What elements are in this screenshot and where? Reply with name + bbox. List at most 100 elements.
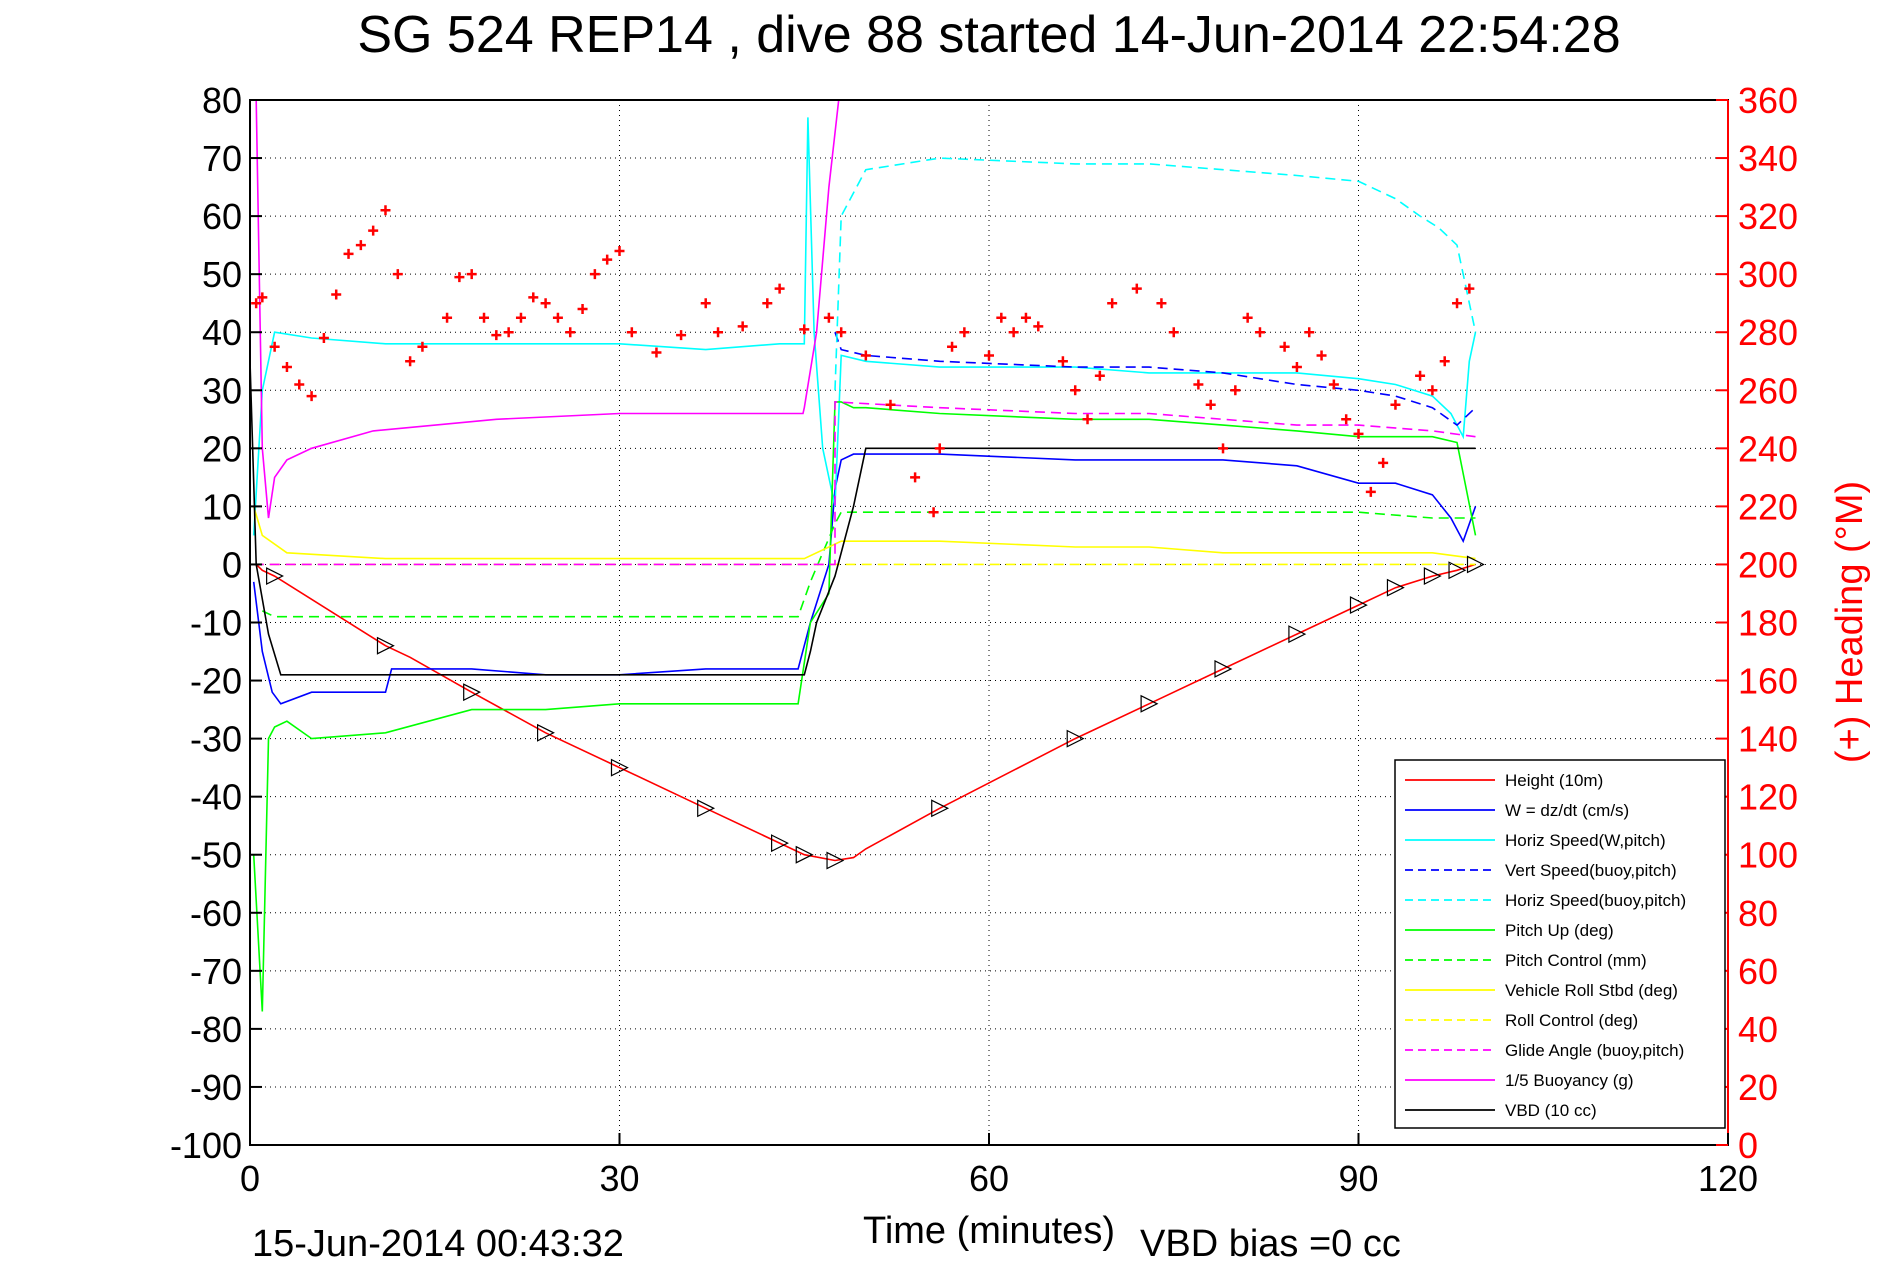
legend-label: 1/5 Buoyancy (g) — [1505, 1071, 1634, 1090]
y-tick-label: -10 — [190, 603, 242, 644]
heading-marker — [306, 391, 317, 402]
heading-marker — [318, 333, 329, 344]
heading-marker — [294, 379, 305, 390]
series-line-0 — [255, 563, 1476, 862]
depth-marker — [771, 834, 789, 853]
series-line-7 — [252, 506, 1476, 560]
heading-marker — [1057, 356, 1068, 367]
chart-title: SG 524 REP14 , dive 88 started 14-Jun-20… — [357, 6, 1620, 64]
heading-marker — [602, 254, 613, 265]
heading-marker — [380, 205, 391, 216]
depth-marker — [266, 567, 284, 586]
heading-marker — [1464, 283, 1475, 294]
legend-label: W = dz/dt (cm/s) — [1505, 801, 1629, 820]
heading-marker — [331, 289, 342, 300]
heading-marker — [1328, 379, 1339, 390]
heading-marker — [1341, 414, 1352, 425]
legend-label: Horiz Speed(buoy,pitch) — [1505, 891, 1686, 910]
heading-marker — [1218, 443, 1229, 454]
heading-marker — [515, 312, 526, 323]
heading-marker — [996, 312, 1007, 323]
x-tick-label: 0 — [240, 1158, 260, 1199]
legend-label: Height (10m) — [1505, 771, 1603, 790]
right-tick-label: 360 — [1738, 80, 1798, 121]
depth-marker — [1386, 578, 1405, 597]
x-tick-label: 90 — [1338, 1158, 1378, 1199]
y-tick-label: -50 — [190, 835, 242, 876]
heading-marker — [1365, 486, 1376, 497]
heading-marker — [257, 292, 268, 303]
y-tick-label: 30 — [202, 370, 242, 411]
heading-marker — [860, 350, 871, 361]
depth-marker — [1448, 561, 1467, 580]
heading-marker — [799, 324, 810, 335]
depth-marker — [537, 723, 555, 742]
heading-marker — [928, 507, 939, 518]
right-tick-label: 200 — [1738, 544, 1798, 585]
series-line-6 — [261, 511, 1476, 618]
heading-marker — [1242, 312, 1253, 323]
depth-marker — [795, 845, 814, 864]
y-tick-label: -70 — [190, 951, 242, 992]
y-tick-label: 80 — [202, 80, 242, 121]
heading-marker — [1378, 457, 1389, 468]
heading-marker — [1131, 283, 1142, 294]
heading-marker — [417, 341, 428, 352]
depth-marker — [1423, 567, 1442, 586]
heading-marker — [1353, 428, 1364, 439]
heading-marker — [577, 304, 588, 314]
x-tick-label: 30 — [599, 1158, 639, 1199]
heading-marker — [503, 327, 514, 338]
right-tick-label: 140 — [1738, 719, 1798, 760]
y-tick-label: -60 — [190, 893, 242, 934]
right-tick-label: 320 — [1738, 196, 1798, 237]
footer-vbd-bias: VBD bias =0 cc — [1140, 1223, 1401, 1262]
right-tick-label: 120 — [1738, 777, 1798, 818]
depth-marker — [1066, 729, 1085, 748]
heading-markers — [251, 205, 1475, 518]
legend-label: Glide Angle (buoy,pitch) — [1505, 1041, 1684, 1060]
heading-marker — [959, 327, 970, 338]
right-tick-label: 20 — [1738, 1067, 1778, 1108]
heading-marker — [1020, 312, 1031, 323]
legend-box — [1394, 759, 1726, 1129]
heading-marker — [737, 321, 748, 332]
heading-marker — [1082, 414, 1093, 425]
legend: Height (10m) W = dz/dt (cm/s) Horiz Speed(… — [1394, 759, 1726, 1129]
heading-marker — [1390, 399, 1401, 410]
heading-marker — [1205, 399, 1216, 410]
right-tick-label: 300 — [1738, 254, 1798, 295]
heading-marker — [1008, 327, 1019, 338]
heading-marker — [1427, 385, 1438, 396]
heading-marker — [343, 248, 354, 259]
y-tick-label: 0 — [222, 544, 242, 585]
heading-marker — [984, 350, 994, 361]
heading-marker — [491, 330, 502, 341]
x-tick-label: 60 — [969, 1158, 1009, 1199]
y-tick-label: -40 — [190, 777, 242, 818]
heading-marker — [368, 225, 379, 236]
heading-marker — [1230, 385, 1241, 396]
depth-marker — [1349, 596, 1368, 615]
right-axis-label: (+) Heading (°M) — [1829, 481, 1871, 763]
heading-marker — [651, 347, 662, 358]
legend-label: Horiz Speed(W,pitch) — [1505, 831, 1666, 850]
heading-marker — [1415, 370, 1426, 381]
heading-marker — [281, 362, 292, 373]
right-tick-label: 160 — [1738, 661, 1798, 702]
heading-marker — [1156, 298, 1167, 309]
heading-marker — [392, 269, 403, 280]
legend-label: Vert Speed(buoy,pitch) — [1505, 861, 1677, 880]
right-tick-label: 220 — [1738, 486, 1798, 527]
heading-marker — [614, 245, 625, 256]
heading-marker — [1291, 362, 1302, 373]
series-line-11 — [249, 361, 1476, 676]
footer-timestamp: 15-Jun-2014 00:43:32 — [252, 1223, 624, 1262]
heading-marker — [1279, 341, 1290, 352]
series-line-2 — [252, 117, 1477, 536]
y-tick-label: -90 — [190, 1067, 242, 1108]
heading-marker — [885, 399, 896, 410]
heading-marker — [947, 341, 958, 352]
heading-marker — [910, 472, 921, 483]
x-axis-label: Time (minutes) — [863, 1210, 1115, 1252]
